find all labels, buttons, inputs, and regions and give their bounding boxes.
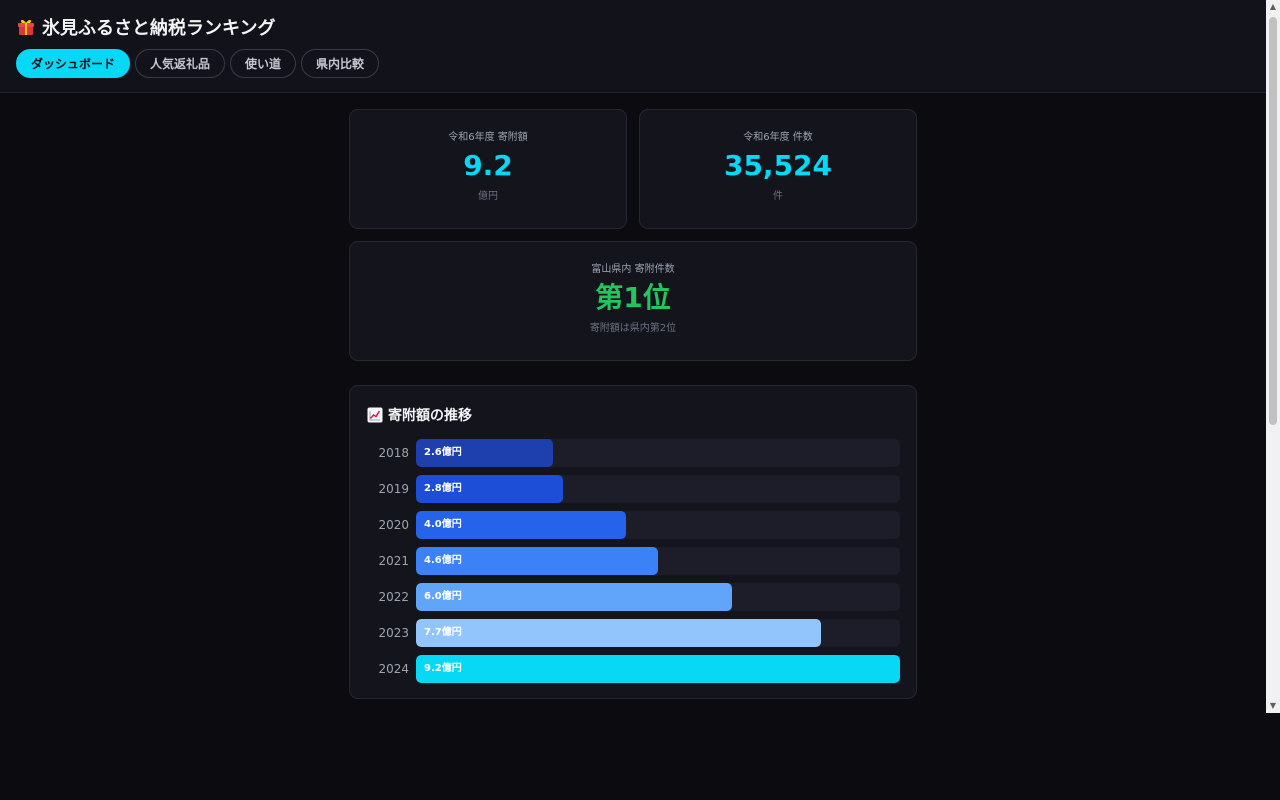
bar-row: 2020 4.0億円 <box>350 511 918 539</box>
tab-popular-gifts[interactable]: 人気返礼品 <box>135 49 226 78</box>
bar-track: 4.0億円 <box>416 511 900 539</box>
donation-count-unit: 件 <box>773 191 783 202</box>
bar-value-label: 9.2億円 <box>424 663 462 674</box>
bar-fill <box>416 511 626 539</box>
bar-value-label: 4.0億円 <box>424 519 462 530</box>
bar-fill <box>416 475 563 503</box>
bar-year-label: 2018 <box>378 446 409 460</box>
prefecture-rank-card: 富山県内 寄附件数 第1位 寄附額は県内第2位 <box>349 241 917 361</box>
bar-row: 2019 2.8億円 <box>350 475 918 503</box>
app-title: 氷見ふるさと納税ランキング <box>16 14 275 40</box>
bar-value-label: 2.8億円 <box>424 483 462 494</box>
donation-amount-unit: 億円 <box>478 191 498 202</box>
bar-row: 2024 9.2億円 <box>350 655 918 683</box>
donation-count-value: 35,524 <box>723 149 833 182</box>
scroll-up-arrow-icon[interactable]: ▲ <box>1269 2 1277 11</box>
bar-year-label: 2022 <box>378 590 409 604</box>
bar-track: 6.0億円 <box>416 583 900 611</box>
tab-bar: ダッシュボード 人気返礼品 使い道 県内比較 <box>16 49 380 78</box>
bar-year-label: 2021 <box>378 554 409 568</box>
app-header: 氷見ふるさと納税ランキング ダッシュボード 人気返礼品 使い道 県内比較 <box>0 0 1266 93</box>
tab-dashboard[interactable]: ダッシュボード <box>16 49 131 78</box>
scroll-down-arrow-icon[interactable]: ▼ <box>1269 701 1277 710</box>
donation-amount-label: 令和6年度 寄附額 <box>448 132 528 143</box>
donation-trend-chart: 寄附額の推移 2018 2.6億円 2019 2.8億円 2020 4.0億円 2021 4.… <box>349 385 917 699</box>
bar-year-label: 2019 <box>378 482 409 496</box>
donation-count-label: 令和6年度 件数 <box>743 132 813 143</box>
bar-value-label: 4.6億円 <box>424 555 462 566</box>
bar-row: 2023 7.7億円 <box>350 619 918 647</box>
chart-increasing-icon <box>367 407 383 423</box>
gift-icon <box>16 17 36 37</box>
bar-track: 4.6億円 <box>416 547 900 575</box>
bar-value-label: 7.7億円 <box>424 627 462 638</box>
bar-fill <box>416 547 658 575</box>
bar-row: 2022 6.0億円 <box>350 583 918 611</box>
bar-year-label: 2024 <box>378 662 409 676</box>
bar-row: 2021 4.6億円 <box>350 547 918 575</box>
scroll-thumb[interactable] <box>1269 17 1277 425</box>
bar-track: 9.2億円 <box>416 655 900 683</box>
bar-year-label: 2020 <box>378 518 409 532</box>
bar-fill <box>416 619 821 647</box>
bar-value-label: 2.6億円 <box>424 447 462 458</box>
bar-fill <box>416 655 900 683</box>
bar-track: 7.7億円 <box>416 619 900 647</box>
bar-track: 2.8億円 <box>416 475 900 503</box>
donation-amount-value: 9.2 <box>463 149 513 182</box>
bar-track: 2.6億円 <box>416 439 900 467</box>
vertical-scrollbar[interactable]: ▲ ▼ <box>1266 0 1280 713</box>
bar-year-label: 2023 <box>378 626 409 640</box>
chart-title-text: 寄附額の推移 <box>388 408 472 424</box>
app-title-text: 氷見ふるさと納税ランキング <box>42 18 276 39</box>
donation-count-card: 令和6年度 件数 35,524 件 <box>639 109 917 229</box>
prefecture-rank-label: 富山県内 寄附件数 <box>591 264 675 275</box>
bar-row: 2018 2.6億円 <box>350 439 918 467</box>
prefecture-rank-value: 第1位 <box>595 281 671 314</box>
bar-fill <box>416 439 553 467</box>
prefecture-rank-note: 寄附額は県内第2位 <box>589 323 677 334</box>
tab-prefecture-comparison[interactable]: 県内比較 <box>301 49 380 78</box>
chart-title: 寄附額の推移 <box>367 405 472 425</box>
bar-value-label: 6.0億円 <box>424 591 462 602</box>
bar-fill <box>416 583 732 611</box>
donation-amount-card: 令和6年度 寄附額 9.2 億円 <box>349 109 627 229</box>
tab-usage[interactable]: 使い道 <box>230 49 297 78</box>
